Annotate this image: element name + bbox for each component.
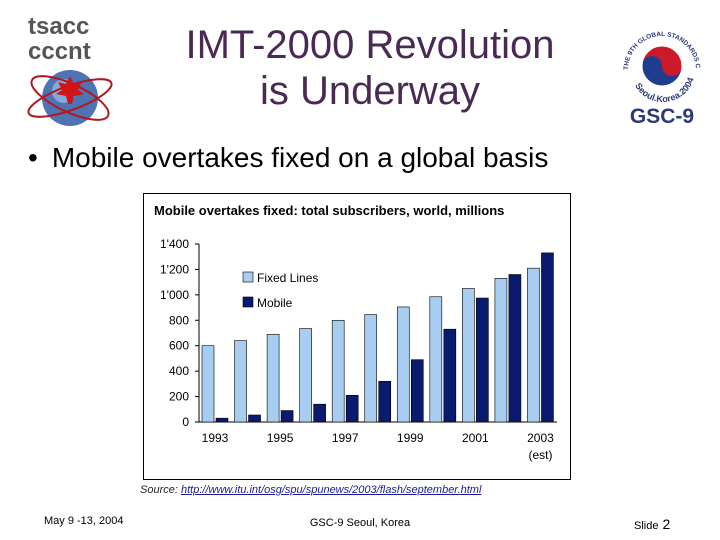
taeguk-icon [641, 45, 683, 87]
bar-mobile [345, 395, 359, 423]
bar-mobile [410, 359, 424, 423]
bar-mobile [313, 403, 326, 423]
tsacc-logo: tsacc cccnt [27, 13, 113, 126]
legend-swatch [242, 296, 254, 308]
logo-text-line2: cccnt [28, 38, 91, 65]
bar-fixed-lines [462, 288, 475, 423]
source-link[interactable]: http://www.itu.int/osg/spu/spunews/2003/… [180, 484, 482, 496]
footer-date: May 9 -13, 2004 [44, 515, 124, 527]
y-tick-label: 1'200 [160, 262, 189, 276]
slide-label: Slide [634, 520, 659, 532]
x-tick-label: 2003 [527, 431, 554, 445]
bar-fixed-lines [299, 328, 312, 423]
bar-mobile [541, 252, 554, 423]
y-tick-label: 400 [169, 364, 189, 378]
legend-swatch [242, 271, 254, 283]
x-tick-label: 2001 [462, 431, 489, 445]
y-tick-label: 200 [169, 390, 189, 404]
bar-fixed-lines [266, 333, 280, 423]
legend-label: Fixed Lines [257, 271, 318, 285]
x-tick-est-label: (est) [528, 448, 552, 462]
bar-fixed-lines [201, 345, 215, 423]
bullet-text: Mobile overtakes fixed on a global basis [51, 142, 549, 173]
title-line-2: is Underway [259, 69, 481, 113]
globe-icon [27, 70, 113, 126]
bar-mobile [215, 417, 229, 423]
bar-fixed-lines [331, 319, 345, 423]
chart: Mobile overtakes fixed: total subscriber… [154, 203, 557, 462]
footer-slide-number: Slide 2 [634, 516, 670, 532]
bar-fixed-lines [396, 306, 410, 423]
logo-gsc9-text: GSC-9 [630, 105, 694, 128]
x-tick-label: 1995 [267, 431, 294, 445]
bar-fixed-lines [364, 314, 378, 423]
y-tick-label: 0 [182, 415, 189, 429]
bar-fixed-lines [429, 296, 443, 423]
legend-box [238, 263, 332, 317]
y-tick-label: 800 [169, 313, 189, 327]
slide-title: IMT-2000 Revolution is Underway [160, 22, 580, 114]
bullet-item: • Mobile overtakes fixed on a global basi… [28, 138, 548, 178]
x-tick-label: 1999 [397, 431, 424, 445]
bar-mobile [443, 328, 457, 423]
source-note: Source: http://www.itu.int/osg/spu/spune… [140, 484, 481, 496]
legend-label: Mobile [257, 296, 293, 310]
x-tick-label: 1993 [202, 431, 229, 445]
logo-text-line1: tsacc [28, 13, 89, 40]
bar-mobile [378, 381, 392, 423]
bar-fixed-lines [494, 278, 508, 423]
y-tick-label: 1'400 [160, 237, 189, 251]
bar-mobile [248, 414, 261, 423]
bar-mobile [508, 274, 522, 423]
y-tick-label: 1'000 [160, 288, 189, 302]
x-tick-label: 1997 [332, 431, 359, 445]
bar-mobile [280, 410, 294, 423]
chart-frame: Mobile overtakes fixed: total subscriber… [143, 193, 571, 480]
title-line-1: IMT-2000 Revolution [185, 23, 555, 67]
footer-event: GSC-9 Seoul, Korea [309, 517, 411, 529]
slide-number: 2 [662, 516, 671, 532]
bar-fixed-lines [234, 340, 247, 423]
gsc9-logo: THE 9TH GLOBAL STANDARDS COLLABORATION M… [608, 10, 701, 128]
bar-mobile [476, 297, 489, 423]
chart-title: Mobile overtakes fixed: total subscriber… [154, 203, 504, 218]
y-tick-label: 600 [169, 339, 189, 353]
source-label: Source: [140, 484, 178, 496]
bullet-dot-icon: • [28, 142, 38, 173]
bar-fixed-lines [527, 267, 540, 423]
